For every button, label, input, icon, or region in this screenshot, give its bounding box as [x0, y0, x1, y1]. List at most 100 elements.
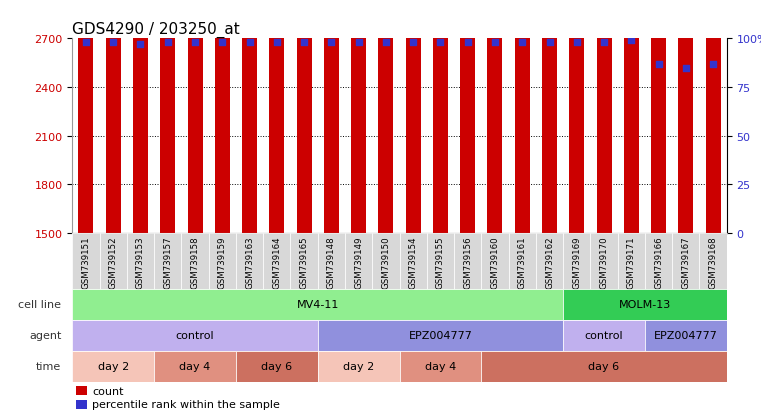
Bar — [651, 0, 666, 233]
Bar — [291, 233, 318, 289]
Bar — [154, 351, 236, 382]
Text: GSM739162: GSM739162 — [545, 236, 554, 289]
Text: GSM739167: GSM739167 — [681, 236, 690, 289]
Text: GSM739158: GSM739158 — [190, 236, 199, 289]
Bar — [563, 320, 645, 351]
Text: time: time — [36, 361, 62, 372]
Text: GSM739150: GSM739150 — [381, 236, 390, 289]
Bar — [481, 233, 508, 289]
Text: EPZ004777: EPZ004777 — [409, 330, 473, 341]
Bar — [127, 233, 154, 289]
Bar — [181, 233, 209, 289]
Text: GSM739159: GSM739159 — [218, 236, 227, 289]
Bar — [699, 233, 727, 289]
Bar — [100, 233, 127, 289]
Bar — [378, 0, 393, 233]
Point — [435, 40, 447, 46]
Bar — [705, 0, 721, 233]
Point — [626, 38, 638, 45]
Point — [298, 40, 310, 46]
Bar — [187, 0, 202, 233]
Bar — [236, 233, 263, 289]
Text: GSM739170: GSM739170 — [600, 236, 609, 289]
Text: GSM739163: GSM739163 — [245, 236, 254, 289]
Point — [407, 40, 419, 46]
Bar — [263, 233, 291, 289]
Point — [571, 40, 583, 46]
Bar — [508, 233, 536, 289]
Bar — [318, 351, 400, 382]
Bar — [72, 289, 563, 320]
Point — [352, 40, 365, 46]
Text: day 4: day 4 — [425, 361, 456, 372]
Bar — [318, 320, 563, 351]
Bar — [514, 0, 530, 233]
Bar — [536, 233, 563, 289]
Text: GSM739168: GSM739168 — [708, 236, 718, 289]
Bar — [154, 233, 181, 289]
Text: day 6: day 6 — [588, 361, 619, 372]
Text: MOLM-13: MOLM-13 — [619, 299, 671, 310]
Bar — [372, 233, 400, 289]
Text: GSM739157: GSM739157 — [164, 236, 172, 289]
Text: GSM739171: GSM739171 — [627, 236, 635, 289]
Bar — [400, 233, 427, 289]
Point — [135, 42, 147, 48]
Point — [707, 61, 719, 68]
Bar — [236, 351, 318, 382]
Text: control: control — [584, 330, 623, 341]
Bar — [597, 0, 612, 233]
Bar — [624, 0, 638, 233]
Point — [680, 65, 692, 71]
Text: GSM739155: GSM739155 — [436, 236, 445, 289]
Bar — [460, 0, 475, 233]
Point — [80, 40, 92, 46]
Bar — [72, 320, 318, 351]
Text: GSM739160: GSM739160 — [491, 236, 499, 289]
Bar — [427, 233, 454, 289]
Text: GSM739164: GSM739164 — [272, 236, 282, 289]
Bar — [297, 0, 311, 233]
Point — [107, 40, 119, 46]
Text: GSM739148: GSM739148 — [327, 236, 336, 289]
Bar — [454, 233, 482, 289]
Bar — [563, 233, 591, 289]
Text: percentile rank within the sample: percentile rank within the sample — [92, 399, 280, 409]
Point — [161, 40, 174, 46]
Bar — [433, 0, 448, 233]
Bar — [591, 233, 618, 289]
Bar — [351, 0, 366, 233]
Text: GSM739165: GSM739165 — [300, 236, 308, 289]
Point — [462, 40, 474, 46]
Bar — [618, 233, 645, 289]
Text: GSM739166: GSM739166 — [654, 236, 663, 289]
Bar — [645, 320, 727, 351]
Text: day 6: day 6 — [261, 361, 292, 372]
Point — [271, 40, 283, 46]
Bar — [406, 0, 421, 233]
Point — [489, 40, 501, 46]
Text: GSM739154: GSM739154 — [409, 236, 418, 289]
Bar — [672, 233, 699, 289]
Point — [652, 61, 664, 68]
Bar — [106, 0, 121, 233]
Bar — [72, 351, 154, 382]
Text: GSM739169: GSM739169 — [572, 236, 581, 289]
Bar — [161, 0, 175, 233]
Bar — [324, 0, 339, 233]
Text: agent: agent — [29, 330, 62, 341]
Bar — [488, 0, 502, 233]
Point — [516, 40, 528, 46]
Text: GSM739151: GSM739151 — [81, 236, 91, 289]
Point — [543, 40, 556, 46]
Text: GSM739149: GSM739149 — [354, 236, 363, 289]
Text: GSM739161: GSM739161 — [517, 236, 527, 289]
Bar — [269, 0, 285, 233]
Text: GDS4290 / 203250_at: GDS4290 / 203250_at — [72, 22, 240, 38]
Point — [380, 40, 392, 46]
Text: EPZ004777: EPZ004777 — [654, 330, 718, 341]
Bar — [215, 0, 230, 233]
Bar — [345, 233, 372, 289]
Bar — [678, 0, 693, 233]
Bar — [133, 0, 148, 233]
